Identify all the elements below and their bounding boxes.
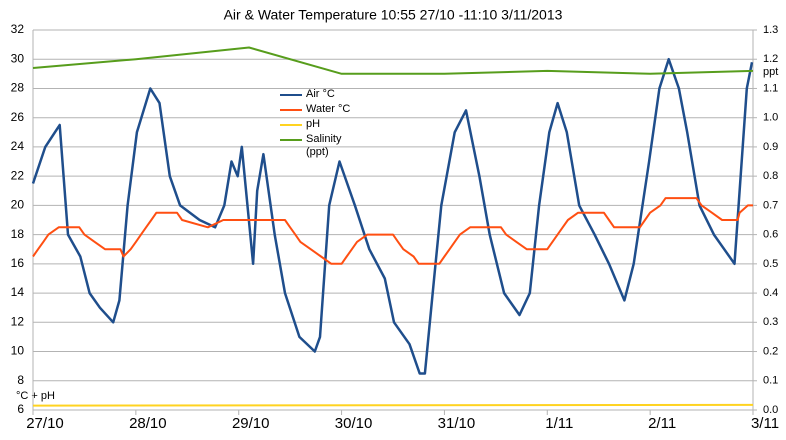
y-tick-label: 10 bbox=[11, 344, 25, 358]
x-tick-label: 30/10 bbox=[335, 415, 373, 432]
y2-tick-label: 0.5 bbox=[763, 258, 778, 270]
series-line bbox=[32, 197, 753, 265]
y2-tick-label: 0.9 bbox=[763, 141, 778, 153]
legend-item: pH bbox=[280, 118, 366, 131]
y2-tick-label: 0.6 bbox=[763, 229, 778, 241]
y-tick-label: 32 bbox=[11, 22, 25, 36]
legend-swatch bbox=[280, 139, 302, 141]
x-tick-label: 31/10 bbox=[438, 415, 476, 432]
legend-swatch bbox=[280, 109, 302, 111]
y2-tick-label: 1.2 bbox=[763, 53, 778, 65]
legend-label: pH bbox=[306, 118, 321, 130]
legend-item: Air °C bbox=[280, 88, 366, 101]
series-line bbox=[32, 46, 754, 75]
y2-tick-label: 0.4 bbox=[763, 287, 778, 299]
y-tick-label: 14 bbox=[11, 285, 25, 299]
y2-tick-label: 0.3 bbox=[763, 316, 778, 328]
y-tick-label: 24 bbox=[11, 139, 25, 153]
x-tick-label: 28/10 bbox=[129, 415, 167, 432]
y-tick-label: 26 bbox=[11, 110, 25, 124]
legend-label: Salinity (ppt) bbox=[306, 133, 342, 158]
legend-item: Water °C bbox=[280, 103, 366, 116]
legend-swatch bbox=[280, 94, 302, 96]
legend-label: Air °C bbox=[306, 88, 335, 100]
y2-axis-label: ppt bbox=[763, 66, 778, 78]
x-tick-label: 1/11 bbox=[545, 415, 573, 432]
y-tick-label: 12 bbox=[11, 314, 25, 328]
x-tick-label: 27/10 bbox=[26, 415, 64, 432]
y2-tick-label: 0.1 bbox=[763, 375, 778, 387]
x-tick-label: 2/11 bbox=[648, 415, 676, 432]
y-tick-label: 18 bbox=[11, 227, 25, 241]
y-axis-label: °C + pH bbox=[16, 390, 55, 402]
y2-tick-label: 0.8 bbox=[763, 170, 778, 182]
y2-tick-label: 0.0 bbox=[763, 404, 778, 416]
legend-item: Salinity (ppt) bbox=[280, 133, 366, 159]
x-tick-label: 3/11 bbox=[751, 415, 779, 432]
y-tick-label: 16 bbox=[11, 256, 25, 270]
y-tick-label: 20 bbox=[11, 198, 25, 212]
x-tick-label: 29/10 bbox=[232, 415, 270, 432]
legend: Air °C Water °C pH Salinity (ppt) bbox=[280, 88, 366, 161]
chart-title: Air & Water Temperature 10:55 27/10 -11:… bbox=[224, 7, 563, 23]
y2-tick-label: 1.3 bbox=[763, 24, 778, 36]
y-tick-label: 8 bbox=[17, 373, 24, 387]
y2-tick-label: 1.0 bbox=[763, 112, 778, 124]
y2-tick-label: 1.1 bbox=[763, 82, 778, 94]
legend-label: Water °C bbox=[306, 103, 351, 115]
y-tick-label: 6 bbox=[17, 402, 24, 416]
legend-swatch bbox=[280, 124, 302, 126]
y2-tick-label: 0.2 bbox=[763, 345, 778, 357]
y-tick-label: 30 bbox=[11, 51, 25, 65]
y-tick-label: 22 bbox=[11, 168, 25, 182]
y-tick-label: 28 bbox=[11, 81, 25, 95]
series-line bbox=[31, 57, 754, 375]
y2-tick-label: 0.7 bbox=[763, 199, 778, 211]
series-line bbox=[32, 403, 754, 407]
